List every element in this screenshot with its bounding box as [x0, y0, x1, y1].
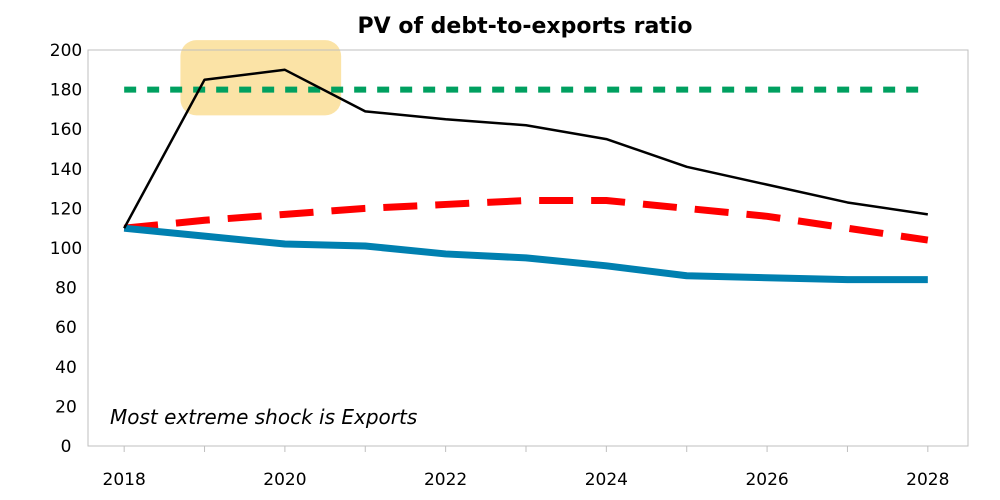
y-tick-label: 60 — [55, 318, 77, 338]
series-line-1 — [123, 68, 929, 229]
x-tick-label: 2024 — [585, 470, 628, 490]
chart-annotation: Most extreme shock is Exports — [110, 405, 417, 429]
series-line-2 — [123, 196, 929, 244]
y-tick-label: 100 — [50, 239, 82, 259]
plot-area — [87, 49, 969, 447]
y-tick-label: 160 — [50, 120, 82, 140]
highlight-box — [180, 40, 342, 116]
series-line-3 — [123, 224, 928, 284]
chart-title: PV of debt-to-exports ratio — [358, 14, 693, 39]
x-tick-label: 2028 — [906, 470, 949, 490]
y-tick-label: 0 — [61, 437, 72, 457]
y-tick-label: 20 — [55, 397, 77, 417]
y-tick-label: 40 — [55, 358, 77, 378]
x-tick-label: 2026 — [745, 470, 788, 490]
x-tick-label: 2018 — [103, 470, 146, 490]
y-tick-label: 120 — [50, 199, 82, 219]
series-layer — [123, 68, 929, 284]
y-tick-label: 180 — [50, 81, 82, 101]
axis-layer: 0 20 40 60 80 100 120 140 160 180 200 2018 2020 2022 2… — [50, 41, 950, 490]
y-tick-label: 140 — [50, 160, 82, 180]
y-tick-label: 200 — [50, 41, 82, 61]
y-tick-label: 80 — [55, 279, 77, 299]
highlight-layer — [180, 40, 342, 116]
x-tick-label: 2022 — [424, 470, 467, 490]
x-tick-label: 2020 — [263, 470, 306, 490]
